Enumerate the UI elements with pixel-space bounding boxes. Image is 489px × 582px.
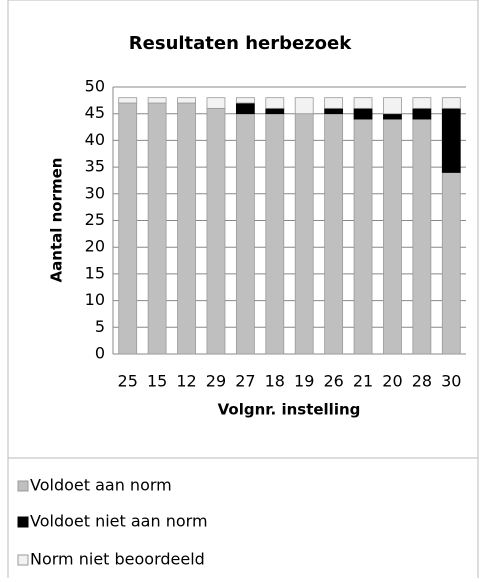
y-tick-label: 15 <box>85 263 105 282</box>
legend-label: Voldoet aan norm <box>30 476 172 495</box>
y-tick-label: 30 <box>85 183 105 202</box>
bar-segment <box>235 97 255 104</box>
y-tick-label: 0 <box>95 344 105 363</box>
bar-segment <box>412 118 432 355</box>
x-tick-label: 29 <box>206 372 226 391</box>
bar-segment <box>265 107 285 115</box>
bar-segment <box>383 113 402 120</box>
legend-swatch <box>17 554 29 566</box>
x-tick-label: 19 <box>294 372 314 391</box>
bar-segment <box>412 97 432 109</box>
chart-title: Resultaten herbezoek <box>129 33 352 54</box>
bar-segment <box>177 102 196 355</box>
legend-label: Voldoet niet aan norm <box>30 512 208 531</box>
x-tick-label: 20 <box>382 372 402 391</box>
legend-border <box>7 457 479 582</box>
bar-segment <box>383 97 402 115</box>
y-tick-label: 20 <box>85 237 105 256</box>
bar-segment <box>324 113 344 355</box>
y-tick-label: 25 <box>85 210 105 229</box>
bar-segment <box>118 97 138 104</box>
bar-segment <box>353 97 373 109</box>
bar-segment <box>206 107 226 355</box>
bar-segment <box>235 113 255 355</box>
y-tick-label: 35 <box>85 157 105 176</box>
bar-segment <box>324 97 344 109</box>
bar-segment <box>294 97 314 115</box>
y-tick-label: 40 <box>85 130 105 149</box>
bar-segment <box>353 107 373 120</box>
bar-segment <box>265 113 285 355</box>
bar-segment <box>353 118 373 355</box>
bar-segment <box>235 102 255 115</box>
bar-segment <box>177 97 196 104</box>
bar-segment <box>265 97 285 109</box>
bar-segment <box>412 107 432 120</box>
x-tick-label: 18 <box>265 372 285 391</box>
y-axis-title: Aantal normen <box>48 158 66 283</box>
bar-segment <box>441 97 461 109</box>
bar-segment <box>147 97 167 104</box>
bar-segment <box>441 107 461 173</box>
x-tick-label: 15 <box>147 372 167 391</box>
x-tick-label: 28 <box>412 372 432 391</box>
legend-label: Norm niet beoordeeld <box>30 550 205 569</box>
bar-segment <box>206 97 226 109</box>
x-axis-title: Volgnr. instelling <box>218 401 361 419</box>
y-tick-label: 50 <box>85 77 105 96</box>
y-tick-label: 5 <box>95 317 105 336</box>
x-tick-label: 26 <box>323 372 343 391</box>
bar-segment <box>324 107 344 115</box>
x-tick-label: 30 <box>441 372 461 391</box>
x-tick-label: 25 <box>118 372 138 391</box>
bar-segment <box>294 113 314 355</box>
y-tick-label: 45 <box>85 103 105 122</box>
bar-segment <box>383 118 402 355</box>
legend-swatch <box>17 480 29 492</box>
x-tick-label: 12 <box>176 372 196 391</box>
legend-swatch <box>17 516 29 528</box>
bar-segment <box>118 102 138 355</box>
x-tick-label: 21 <box>353 372 373 391</box>
x-tick-label: 27 <box>235 372 255 391</box>
y-tick-label: 10 <box>85 290 105 309</box>
bar-segment <box>147 102 167 355</box>
bar-segment <box>441 172 461 355</box>
